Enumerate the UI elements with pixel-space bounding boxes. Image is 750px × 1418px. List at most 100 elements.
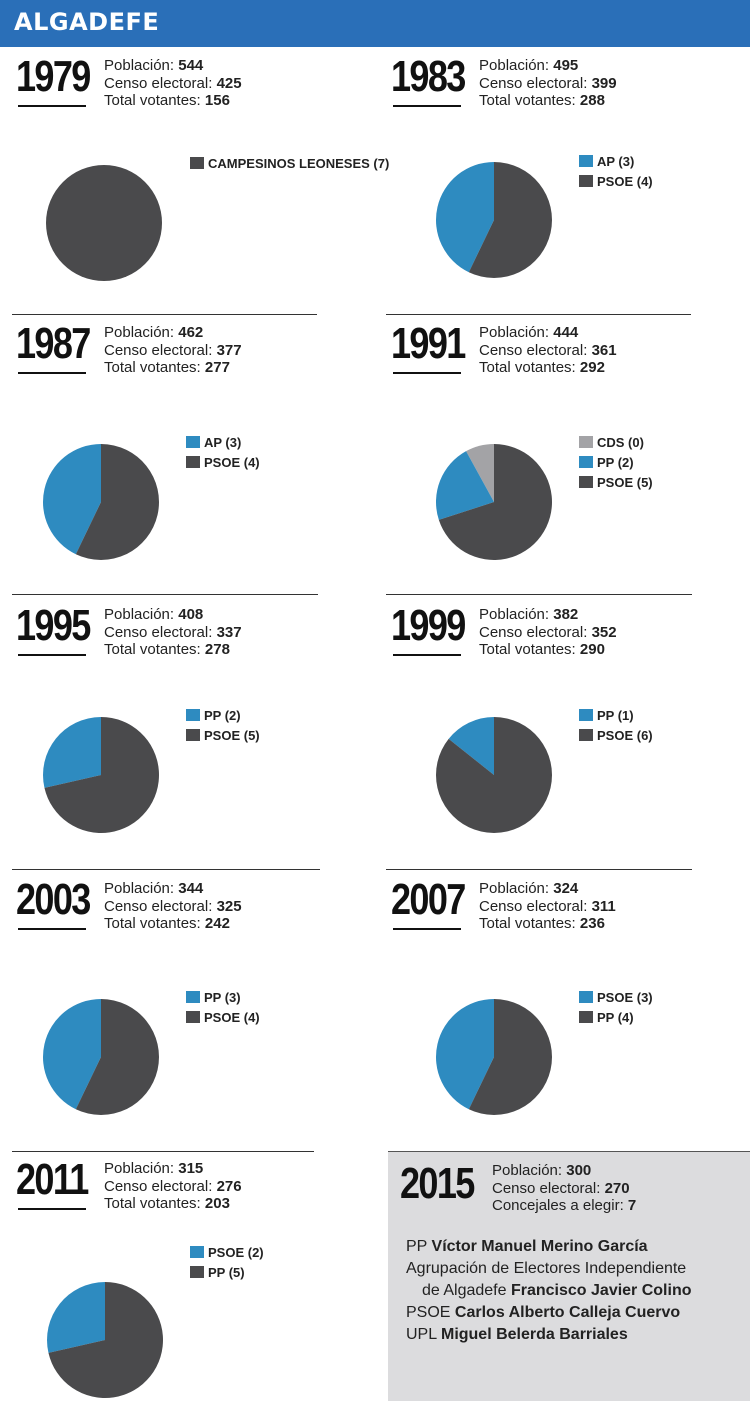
legend-label: PSOE (4) bbox=[597, 173, 653, 189]
legend-label: PSOE (6) bbox=[597, 727, 653, 743]
year-underline bbox=[393, 372, 461, 374]
legend-label: PP (2) bbox=[204, 707, 241, 723]
legend-item: PP (2) bbox=[579, 452, 653, 472]
election-panel-1999: 1999 Población: 382 Censo electoral: 352 To… bbox=[375, 604, 750, 864]
year-label: 1983 bbox=[391, 52, 466, 101]
legend-item: PSOE (4) bbox=[186, 452, 260, 472]
pie-slice-pp bbox=[468, 999, 552, 1115]
legend-swatch bbox=[579, 436, 593, 448]
candidate: UPL Miguel Belerda Barriales bbox=[388, 1324, 750, 1346]
legend-swatch bbox=[579, 476, 593, 488]
stat-label: Población: bbox=[479, 324, 550, 341]
legend-swatch bbox=[579, 1011, 593, 1023]
year-underline bbox=[18, 105, 86, 107]
legend-item: PP (1) bbox=[579, 705, 653, 725]
divider bbox=[386, 314, 691, 315]
stat-label: Total votantes: bbox=[104, 92, 201, 109]
stat-label: Total votantes: bbox=[479, 92, 576, 109]
legend-label: PSOE (5) bbox=[204, 727, 260, 743]
stat-label: Censo electoral: bbox=[104, 897, 213, 915]
candidate-party: PP bbox=[406, 1238, 428, 1255]
stat-value: 544 bbox=[178, 57, 204, 74]
divider bbox=[386, 594, 692, 595]
divider bbox=[12, 594, 318, 595]
stats-block: Población: 315 Censo electoral: 276 Total … bbox=[104, 1160, 242, 1213]
stat-label: Concejales a elegir: bbox=[492, 1197, 624, 1214]
stat-value: 7 bbox=[627, 1197, 637, 1214]
stat-value: 278 bbox=[204, 641, 230, 658]
pie-chart bbox=[436, 999, 552, 1115]
stats-block: Población: 495 Censo electoral: 399 Total … bbox=[479, 57, 617, 110]
legend-item: PSOE (4) bbox=[579, 171, 653, 191]
legend-item: PSOE (5) bbox=[186, 725, 260, 745]
candidate-name: Francisco Javier Colino bbox=[510, 1282, 692, 1299]
legend-label: PP (4) bbox=[597, 1009, 634, 1025]
stat-value: 344 bbox=[178, 880, 204, 897]
pie-slice-cds bbox=[466, 444, 494, 502]
stats-block: Población: 408 Censo electoral: 337 Total … bbox=[104, 606, 242, 659]
candidate-name: Miguel Belerda Barriales bbox=[440, 1326, 628, 1343]
page-header: ALGADEFE bbox=[0, 0, 750, 47]
legend-label: PSOE (4) bbox=[204, 1009, 260, 1025]
stat-label: Población: bbox=[104, 57, 175, 74]
legend-swatch bbox=[579, 175, 593, 187]
stat-label: Población: bbox=[479, 606, 550, 623]
stat-value: 408 bbox=[178, 606, 204, 623]
stats-block: Población: 324 Censo electoral: 311 Total … bbox=[479, 880, 616, 933]
legend-swatch bbox=[186, 1011, 200, 1023]
pie-slice-psoe bbox=[436, 999, 494, 1110]
stat-label: Población: bbox=[492, 1162, 563, 1179]
stat-label: Población: bbox=[479, 57, 550, 74]
pie-slice-psoe bbox=[436, 717, 552, 833]
stat-label: Censo electoral: bbox=[479, 341, 588, 359]
legend-swatch bbox=[190, 157, 204, 169]
year-underline bbox=[393, 105, 461, 107]
stat-value: 444 bbox=[553, 324, 579, 341]
legend-item: PSOE (2) bbox=[190, 1242, 264, 1262]
election-2015-box: 2015 Población: 300 Censo electoral: 270… bbox=[388, 1151, 750, 1401]
stat-value: 288 bbox=[579, 92, 605, 109]
legend-label: AP (3) bbox=[204, 434, 242, 450]
stat-value: 203 bbox=[204, 1195, 230, 1212]
pie-slice-ap bbox=[436, 162, 494, 273]
pie-chart bbox=[436, 717, 552, 833]
stat-value: 242 bbox=[204, 915, 230, 932]
stats-block: Población: 462 Censo electoral: 377 Total … bbox=[104, 324, 242, 377]
stat-value: 425 bbox=[216, 74, 242, 92]
divider bbox=[12, 1151, 314, 1152]
legend-label: PSOE (4) bbox=[204, 454, 260, 470]
candidate: Agrupación de Electores Independiente bbox=[388, 1258, 750, 1280]
pie-chart bbox=[42, 444, 159, 560]
pie-slice-psoe bbox=[75, 999, 159, 1115]
legend-label: CAMPESINOS LEONESES (7) bbox=[208, 155, 390, 171]
stat-label: Censo electoral: bbox=[492, 1179, 601, 1197]
pie-chart bbox=[42, 999, 159, 1115]
stat-label: Censo electoral: bbox=[479, 74, 588, 92]
election-panel-2011: 2011 Población: 315 Censo electoral: 276 To… bbox=[0, 1158, 375, 1418]
candidate: de Algadefe Francisco Javier Colino bbox=[388, 1280, 750, 1302]
candidate-party: PSOE bbox=[406, 1304, 451, 1321]
pie-slice-campesinos-leoneses bbox=[46, 165, 162, 281]
legend-item: PSOE (6) bbox=[579, 725, 653, 745]
year-underline bbox=[18, 654, 86, 656]
stat-label: Población: bbox=[104, 324, 175, 341]
stat-value: 325 bbox=[216, 897, 242, 915]
legend-swatch bbox=[579, 456, 593, 468]
stat-label: Total votantes: bbox=[104, 915, 201, 932]
legend-swatch bbox=[186, 709, 200, 721]
pie-slice-psoe bbox=[44, 717, 160, 833]
legend-label: PSOE (3) bbox=[597, 989, 653, 1005]
pie-chart bbox=[46, 165, 162, 281]
legend-item: PSOE (5) bbox=[579, 472, 653, 492]
stat-label: Censo electoral: bbox=[104, 1177, 213, 1195]
year-label: 1995 bbox=[16, 601, 91, 650]
year-label: 2011 bbox=[16, 1155, 89, 1204]
stat-value: 236 bbox=[579, 915, 605, 932]
legend-label: PSOE (5) bbox=[597, 474, 653, 490]
stat-value: 290 bbox=[579, 641, 605, 658]
legend-label: PSOE (2) bbox=[208, 1244, 264, 1260]
legend-label: PP (2) bbox=[597, 454, 634, 470]
legend-item: PP (4) bbox=[579, 1007, 653, 1027]
pie-slice-pp bbox=[48, 1282, 164, 1398]
legend-swatch bbox=[186, 991, 200, 1003]
